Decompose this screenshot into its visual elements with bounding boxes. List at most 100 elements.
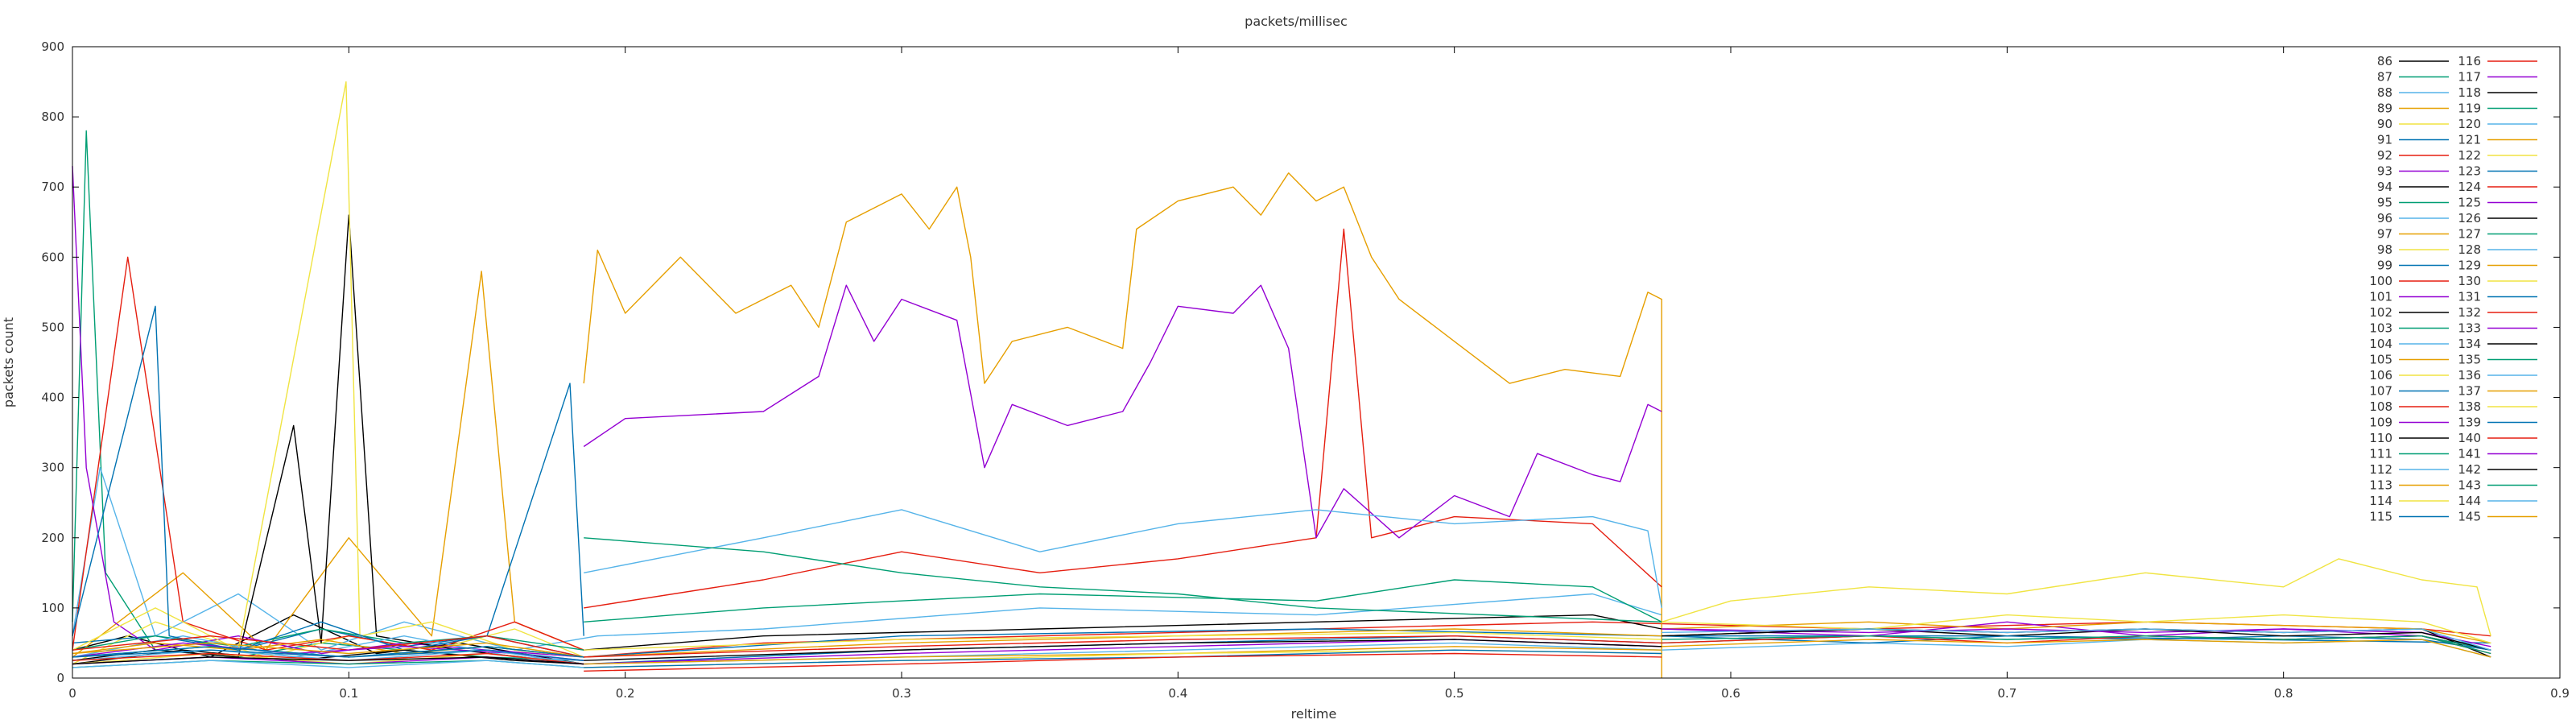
x-tick-label: 0.3 [892,686,911,701]
series-line-112 [72,660,584,668]
legend-label: 101 [2369,290,2392,304]
legend-label: 113 [2369,478,2392,493]
legend-label: 125 [2458,196,2481,210]
series-line-98 [72,81,584,658]
series-line-124 [584,635,1662,658]
series-line-118 [584,614,1662,651]
legend-label: 121 [2458,133,2481,147]
legend-label: 115 [2369,510,2392,524]
legend-label: 90 [2377,117,2392,131]
x-tick-label: 0.6 [1721,686,1740,701]
legend-label: 110 [2369,431,2392,445]
legend-label: 92 [2377,148,2392,163]
x-tick-label: 0.7 [1997,686,2017,701]
legend-label: 134 [2458,337,2481,351]
legend-label: 141 [2458,447,2481,461]
series-line-119 [584,579,1662,623]
legend-label: 107 [2369,384,2392,399]
legend-label: 94 [2377,180,2392,194]
series-line-93 [72,166,584,658]
series-line-89 [72,271,584,658]
legend-label: 118 [2458,85,2481,100]
y-tick-label: 600 [41,250,64,264]
y-tick-label: 800 [41,110,64,124]
legend-label: 93 [2377,164,2392,179]
legend-label: 108 [2369,399,2392,414]
legend-label: 120 [2458,117,2481,131]
series-line-120 [584,509,1662,609]
legend-label: 87 [2377,70,2392,85]
legend-label: 100 [2369,274,2392,288]
legend-label: 116 [2458,54,2481,68]
legend-label: 96 [2377,211,2392,225]
legend-label: 99 [2377,259,2392,273]
y-tick-label: 0 [56,671,64,685]
legend-label: 128 [2458,242,2481,257]
series-line-110 [72,656,584,665]
legend-label: 140 [2458,431,2481,445]
legend-label: 114 [2369,494,2392,508]
legend: 8687888990919293949596979899100101102103… [2369,54,2537,524]
y-tick-label: 100 [41,601,64,615]
series-line-94 [72,214,584,665]
legend-label: 132 [2458,305,2481,320]
x-axis-title: reltime [1291,706,1337,722]
legend-label: 122 [2458,148,2481,163]
legend-label: 98 [2377,242,2392,257]
series-line-143 [1662,635,2491,655]
legend-label: 102 [2369,305,2392,320]
x-tick-label: 0.5 [1445,686,1464,701]
y-tick-label: 200 [41,531,64,545]
y-tick-label: 400 [41,391,64,405]
y-tick-label: 700 [41,180,64,194]
x-tick-label: 0 [68,686,76,701]
legend-label: 95 [2377,196,2392,210]
series-line-114 [1661,558,2491,636]
legend-label: 143 [2458,478,2481,493]
legend-label: 112 [2369,462,2392,477]
legend-label: 97 [2377,227,2392,242]
series-line-132 [584,652,1662,672]
plot-frame [72,46,2561,679]
legend-label: 126 [2458,211,2481,225]
legend-label: 104 [2369,337,2392,351]
y-tick-label: 900 [41,39,64,54]
legend-label: 145 [2458,510,2481,524]
legend-label: 129 [2458,259,2481,273]
x-tick-label: 0.8 [2274,686,2293,701]
y-axis-title: packets count [1,317,16,407]
legend-label: 117 [2458,70,2481,85]
series-line-91 [72,383,584,651]
legend-label: 123 [2458,164,2481,179]
y-tick-label: 300 [41,461,64,475]
legend-label: 103 [2369,321,2392,336]
series-line-122 [584,631,1662,651]
series-line-92 [72,256,584,651]
series-line-126 [584,639,1662,661]
legend-label: 109 [2369,416,2392,430]
legend-label: 142 [2458,462,2481,477]
legend-label: 137 [2458,384,2481,399]
x-tick-label: 0.2 [616,686,635,701]
legend-label: 88 [2377,85,2392,100]
legend-label: 106 [2369,368,2392,383]
legend-label: 138 [2458,399,2481,414]
series-line-116 [584,228,1662,609]
legend-label: 139 [2458,416,2481,430]
series-line-144 [1662,628,2491,651]
legend-label: 133 [2458,321,2481,336]
legend-label: 136 [2458,368,2481,383]
y-tick-label: 500 [41,320,64,334]
legend-label: 135 [2458,353,2481,367]
legend-label: 91 [2377,133,2392,147]
x-tick-label: 0.4 [1168,686,1187,701]
legend-label: 131 [2458,290,2481,304]
x-tick-label: 0.1 [339,686,358,701]
legend-label: 144 [2458,494,2481,508]
legend-label: 86 [2377,54,2392,68]
series-line-117 [583,284,1662,539]
legend-label: 124 [2458,180,2481,194]
legend-label: 130 [2458,274,2481,288]
legend-label: 119 [2458,101,2481,116]
